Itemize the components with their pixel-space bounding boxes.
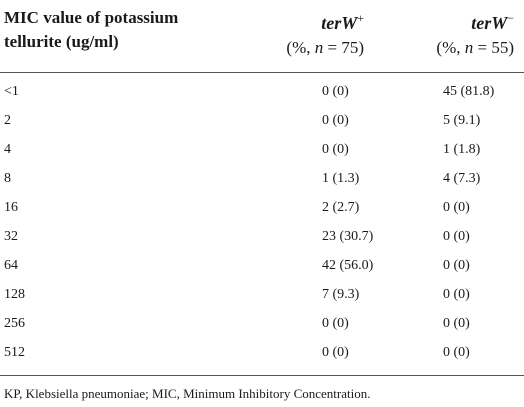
mic-cell: 16 [4, 199, 18, 215]
header-terw-negative: terW− (%, n = 55) [382, 0, 524, 73]
terw-positive-cell: 0 (0) [322, 315, 349, 331]
terw-negative-cell: 0 (0) [443, 228, 470, 244]
terw-negative-cell: 5 (9.1) [443, 112, 481, 128]
terw-positive-cell: 42 (56.0) [322, 257, 374, 273]
count-prefix: (%, [286, 38, 315, 57]
mic-cell: 128 [4, 286, 25, 302]
mic-cell: 2 [4, 112, 11, 128]
table-header: MIC value of potassium tellurite (ug/ml)… [0, 0, 524, 73]
terw-positive-cell: 0 (0) [322, 83, 349, 99]
table-body: <1 0 (0) 45 (81.8) 2 0 (0) 5 (9.1) 4 0 (… [0, 73, 524, 368]
terw-positive-cell: 0 (0) [322, 112, 349, 128]
terw-negative-cell: 0 (0) [443, 315, 470, 331]
count-prefix: (%, [436, 38, 465, 57]
table-row: 4 0 (0) 1 (1.8) [0, 135, 524, 164]
table-row: 16 2 (2.7) 0 (0) [0, 193, 524, 222]
mic-table: MIC value of potassium tellurite (ug/ml)… [0, 0, 524, 368]
terw-positive-cell: 0 (0) [322, 141, 349, 157]
count-suffix: = 75) [323, 38, 365, 57]
header-terw-positive-count: (%, n = 75) [286, 38, 364, 57]
count-n: n [314, 38, 324, 57]
mic-cell: <1 [4, 83, 19, 99]
mic-cell: 64 [4, 257, 18, 273]
table-row: 512 0 (0) 0 (0) [0, 338, 524, 367]
terw-negative-cell: 0 (0) [443, 344, 470, 360]
terw-positive-cell: 1 (1.3) [322, 170, 360, 186]
table-row: 256 0 (0) 0 (0) [0, 309, 524, 338]
table-row: 64 42 (56.0) 0 (0) [0, 251, 524, 280]
header-terw-positive: terW+ (%, n = 75) [232, 0, 382, 73]
table-row: 2 0 (0) 5 (9.1) [0, 106, 524, 135]
terw-negative-cell: 1 (1.8) [443, 141, 481, 157]
terw-negative-cell: 0 (0) [443, 199, 470, 215]
header-terw-negative-count: (%, n = 55) [436, 38, 514, 57]
header-mic-value: MIC value of potassium tellurite (ug/ml) [4, 8, 179, 51]
terw-negative-cell: 0 (0) [443, 257, 470, 273]
mic-cell: 8 [4, 170, 11, 186]
table-row: 32 23 (30.7) 0 (0) [0, 222, 524, 251]
header-terw-negative-gene: terW [471, 13, 508, 33]
mic-table-container: MIC value of potassium tellurite (ug/ml)… [0, 0, 524, 368]
count-suffix: = 55) [473, 38, 515, 57]
mic-cell: 32 [4, 228, 18, 244]
mic-cell: 4 [4, 141, 11, 157]
count-n: n [464, 38, 474, 57]
table-bottom-rule [0, 375, 524, 376]
terw-negative-cell: 4 (7.3) [443, 170, 481, 186]
table-row: 8 1 (1.3) 4 (7.3) [0, 164, 524, 193]
terw-negative-cell: 0 (0) [443, 286, 470, 302]
table-footnote: KP, Klebsiella pneumoniae; MIC, Minimum … [4, 386, 371, 401]
table-row: 128 7 (9.3) 0 (0) [0, 280, 524, 309]
terw-positive-cell: 23 (30.7) [322, 228, 374, 244]
table-row: <1 0 (0) 45 (81.8) [0, 73, 524, 107]
mic-cell: 256 [4, 315, 25, 331]
header-row: MIC value of potassium tellurite (ug/ml)… [0, 0, 524, 73]
mic-cell: 512 [4, 344, 25, 360]
header-terw-negative-sign: − [507, 11, 514, 25]
terw-positive-cell: 0 (0) [322, 344, 349, 360]
header-terw-positive-gene: terW [321, 13, 358, 33]
terw-positive-cell: 2 (2.7) [322, 199, 360, 215]
header-terw-positive-sign: + [357, 11, 364, 25]
terw-negative-cell: 45 (81.8) [443, 83, 495, 99]
terw-positive-cell: 7 (9.3) [322, 286, 360, 302]
